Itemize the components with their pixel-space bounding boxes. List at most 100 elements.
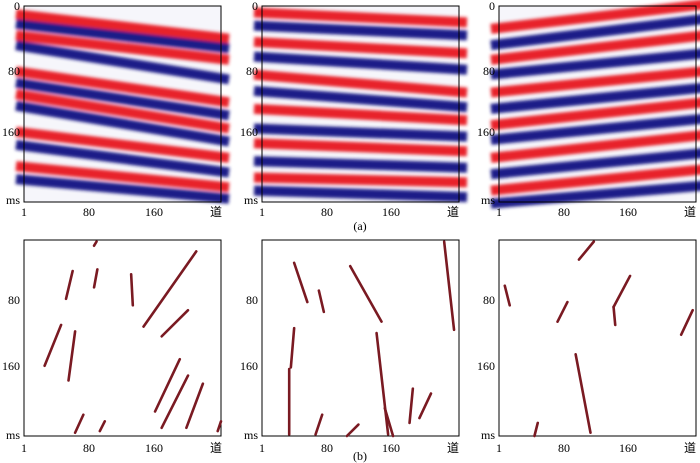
row-a-seismic-sections: 0 80 160 ms 1 80 160 道 0 80 160 ms 1 80 … [2,0,700,233]
panel-a3-ytick-ms: ms [481,193,495,207]
panel-b1-fault-12 [98,419,107,433]
panel-b2-fault-6 [375,331,390,436]
caption-b: (b) [353,449,367,463]
panel-b1-faults [43,240,223,435]
panel-a2-frame [261,5,460,203]
panel-b2-fault-4 [289,326,296,369]
panel-a3-event-0 [490,0,700,34]
panel-a1-xtick-1: 1 [21,205,27,219]
panel-a1-frame [23,5,222,203]
panel-b1: 80 160 ms 1 80 160 道 [2,239,223,455]
panel-b1-fault-6 [43,323,63,368]
panel-a1-event-5 [15,77,230,121]
panel-a3-ytick-80: 80 [483,64,495,78]
row-b-fault-maps: 80 160 ms 1 80 160 道 80 160 ms 1 80 160 … [2,239,697,463]
panel-b1-fault-0 [92,240,98,248]
panel-a2-ytick-80: 80 [246,64,258,78]
panel-a1-event-6 [15,89,230,134]
panel-a3-event-9 [490,148,700,180]
panel-a3: 0 80 160 ms 1 80 160 道 [477,0,700,219]
panel-b2: 80 160 ms 1 80 160 道 [240,239,460,455]
panel-a3-event-1 [490,14,700,51]
panel-b1-xtick-1: 1 [21,441,27,455]
panel-a3-event-4 [490,66,700,98]
panel-b3-xtick-80: 80 [558,441,570,455]
panel-b2-faults [287,240,456,438]
panel-a2-event-1 [253,20,468,41]
panel-a2-event-8 [253,138,468,157]
panel-b1-ytick-160: 160 [2,359,20,373]
panel-a1-events [15,9,230,204]
panel-b1-frame [23,239,222,437]
panel-b3-faults [503,240,695,438]
panel-a1-event-1 [15,18,230,54]
panel-a1-ytick-80: 80 [8,64,20,78]
panel-a2: 0 80 160 ms 1 80 160 道 [240,0,468,219]
panel-b1-fault-9 [160,374,190,430]
panel-a1-xtick-160: 160 [145,205,163,219]
panel-b2-fault-11 [383,406,395,438]
panel-b3: 80 160 ms 1 80 160 道 [477,239,697,455]
panel-b2-xtick-80: 80 [321,441,333,455]
panel-b2-fault-9 [314,413,324,436]
panel-b3-fault-6 [574,353,592,435]
panel-a3-event-3 [490,48,700,80]
panel-a2-ytick-160: 160 [240,125,258,139]
panel-a1-event-4 [15,66,230,108]
panel-a1-event-2 [15,30,230,65]
panel-b1-fault-4 [142,250,198,328]
panel-a2-event-11 [253,185,468,203]
panel-b2-xtick-1: 1 [259,441,265,455]
panel-b3-fault-5 [679,308,695,337]
panel-a3-ytick-0: 0 [489,0,495,13]
panel-b3-ytick-80: 80 [483,293,495,307]
panel-b2-fault-10 [345,423,360,438]
panel-b3-fault-1 [503,284,512,307]
panel-a3-events [490,0,700,209]
panel-a2-ytick-0: 0 [252,0,258,13]
panel-b2-ytick-ms: ms [244,428,258,442]
panel-a1-xtick-trace: 道 [210,205,222,219]
caption-a: (a) [353,219,366,233]
panel-a2-event-4 [253,69,468,98]
panel-a2-event-9 [253,156,468,173]
panel-a2-event-7 [253,123,468,142]
panel-a3-event-6 [490,97,700,131]
panel-a3-event-2 [490,30,700,65]
panel-b2-ytick-160: 160 [240,359,258,373]
panel-a1-ytick-ms: ms [6,193,20,207]
panel-a2-xtick-trace: 道 [447,205,459,219]
panel-b3-xtick-trace: 道 [684,441,696,455]
panel-a3-frame [498,5,697,203]
panel-b3-fault-3 [556,300,569,323]
panel-a2-event-0 [253,7,468,28]
panel-b1-ytick-80: 80 [8,293,20,307]
panel-b3-fault-4 [612,305,617,327]
panel-b1-fault-7 [67,330,77,382]
panel-b1-fault-2 [92,268,99,289]
panel-a1-event-7 [15,100,230,147]
panel-b1-fault-11 [73,413,85,435]
panel-a2-event-2 [253,36,468,59]
panel-a1-event-11 [15,174,230,204]
panel-a3-event-5 [490,83,700,114]
panel-a1-ytick-160: 160 [2,125,20,139]
panel-a2-event-10 [253,172,468,188]
panel-a2-event-5 [253,85,468,113]
panel-b3-fault-0 [577,240,596,261]
panel-a2-xtick-160: 160 [382,205,400,219]
panel-b1-ytick-ms: ms [6,428,20,442]
panel-b2-fault-3 [442,240,456,332]
panel-a3-event-11 [490,180,700,209]
panel-a1-event-3 [15,40,230,85]
panel-a3-xtick-1: 1 [496,205,502,219]
panel-b1-fault-1 [64,269,74,301]
panel-a1-xtick-80: 80 [83,205,95,219]
panel-a2-event-3 [253,51,468,75]
panel-a1-event-8 [15,126,230,163]
panel-b3-xtick-160: 160 [619,441,637,455]
panel-a3-xtick-80: 80 [558,205,570,219]
panel-b1-xtick-80: 80 [83,441,95,455]
panel-b2-xtick-160: 160 [382,441,400,455]
panel-b1-fault-8 [153,357,182,413]
